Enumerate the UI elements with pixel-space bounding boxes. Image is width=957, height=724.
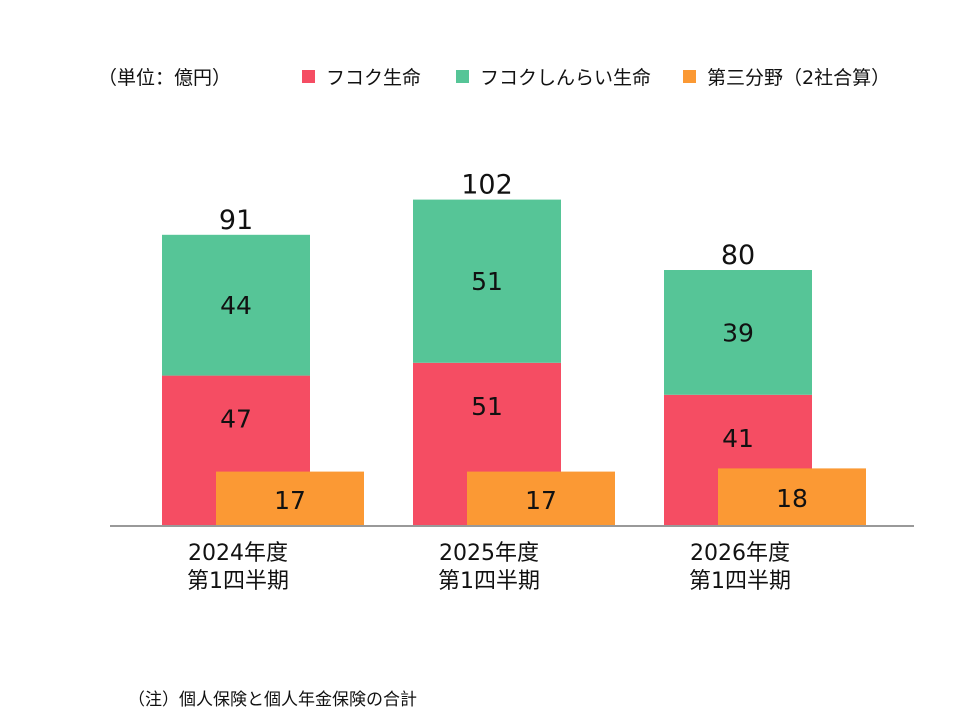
x-tick-label: 2026年度 bbox=[690, 541, 790, 566]
bar-segment-shinrai bbox=[162, 234, 310, 376]
data-label-fukoku: 51 bbox=[471, 392, 503, 421]
legend: フコク生命 フコクしんらい生命 第三分野（2社合算） bbox=[302, 67, 890, 89]
bar-segment-third-sector bbox=[718, 468, 866, 526]
legend-label-fukoku: フコク生命 bbox=[326, 67, 421, 89]
legend-swatch-third-sector bbox=[683, 70, 696, 83]
legend-swatch-shinrai bbox=[456, 70, 469, 83]
data-label-fukoku: 41 bbox=[722, 424, 754, 453]
x-tick-label: 第1四半期 bbox=[187, 569, 289, 594]
bar-group-2: 51 51 102 17 bbox=[413, 170, 615, 526]
bar-group-3: 41 39 80 18 bbox=[664, 240, 866, 526]
total-label: 91 bbox=[219, 205, 253, 236]
data-label-third-sector: 18 bbox=[776, 484, 808, 513]
bar-group-1: 47 44 91 17 bbox=[162, 205, 364, 526]
data-label-third-sector: 17 bbox=[525, 486, 557, 515]
footnote: （注）個人保険と個人年金保険の合計 bbox=[128, 690, 417, 710]
x-tick-label: 第1四半期 bbox=[689, 569, 791, 594]
data-label-third-sector: 17 bbox=[274, 486, 306, 515]
bar-segment-third-sector bbox=[467, 471, 615, 526]
data-label-shinrai: 51 bbox=[471, 267, 503, 296]
bar-segment-shinrai bbox=[664, 270, 812, 395]
bar-segment-shinrai bbox=[413, 199, 561, 363]
data-label-fukoku: 47 bbox=[220, 405, 252, 434]
data-label-shinrai: 44 bbox=[220, 291, 252, 320]
bar-segment-third-sector bbox=[216, 471, 364, 526]
x-tick-label: 第1四半期 bbox=[438, 569, 540, 594]
x-tick-label: 2024年度 bbox=[188, 541, 288, 566]
legend-swatch-fukoku bbox=[302, 70, 315, 83]
total-label: 80 bbox=[721, 240, 755, 271]
plot-area: 474491172024年度第1四半期5151102172025年度第1四半期4… bbox=[162, 170, 866, 594]
data-label-shinrai: 39 bbox=[722, 318, 754, 347]
total-label: 102 bbox=[461, 170, 513, 201]
x-tick-label: 2025年度 bbox=[439, 541, 539, 566]
legend-label-third-sector: 第三分野（2社合算） bbox=[707, 67, 890, 89]
unit-label: （単位：億円） bbox=[98, 67, 231, 89]
legend-label-shinrai: フコクしんらい生命 bbox=[480, 67, 651, 89]
